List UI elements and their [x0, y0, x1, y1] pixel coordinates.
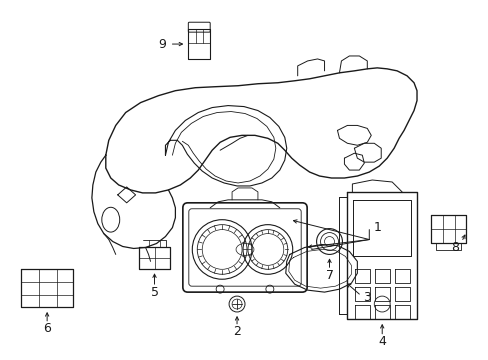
Text: 4: 4 — [378, 335, 386, 348]
Text: 5: 5 — [150, 285, 158, 299]
Text: 2: 2 — [233, 325, 241, 338]
Text: 7: 7 — [325, 269, 333, 282]
Text: 1: 1 — [372, 221, 381, 234]
Text: 8: 8 — [450, 241, 458, 254]
Text: 9: 9 — [158, 37, 166, 50]
Text: 6: 6 — [43, 322, 51, 336]
Text: 3: 3 — [363, 291, 370, 303]
